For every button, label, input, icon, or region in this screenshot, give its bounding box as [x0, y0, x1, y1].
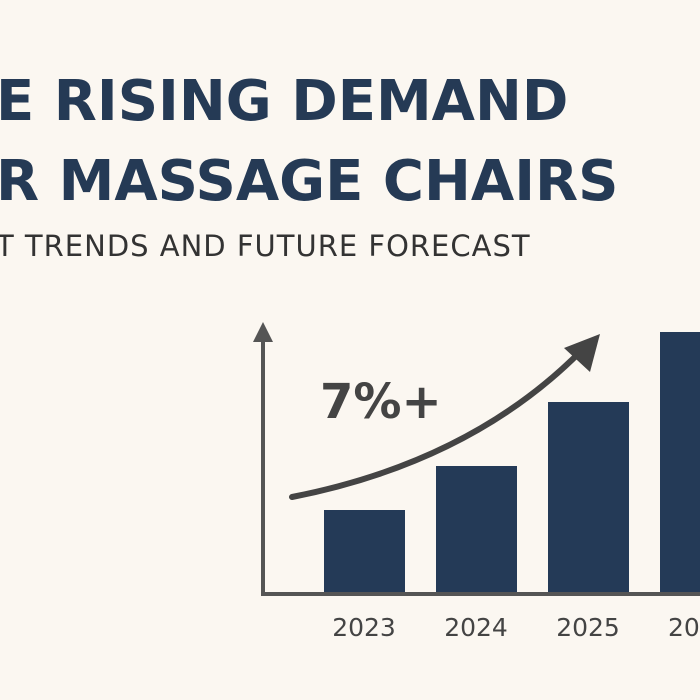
chart-title: E RISING DEMAND: [0, 69, 568, 134]
bar: [660, 332, 700, 592]
chart-subtitle: T TRENDS AND FUTURE FORECAST: [0, 229, 531, 263]
bar: [324, 510, 405, 592]
x-tick-label: 20: [668, 613, 700, 642]
x-tick-label: 2024: [444, 613, 508, 642]
x-tick-label: 2023: [332, 613, 396, 642]
trend-arrowhead: [564, 334, 600, 372]
bar: [436, 466, 517, 592]
trend-arrow: [289, 349, 583, 500]
x-tick-label: 2025: [556, 613, 620, 642]
bar: [548, 402, 629, 592]
y-axis-arrow: [253, 322, 273, 342]
annotation: 7%+: [320, 374, 442, 430]
chart-title: R MASSAGE CHAIRS: [0, 149, 618, 214]
